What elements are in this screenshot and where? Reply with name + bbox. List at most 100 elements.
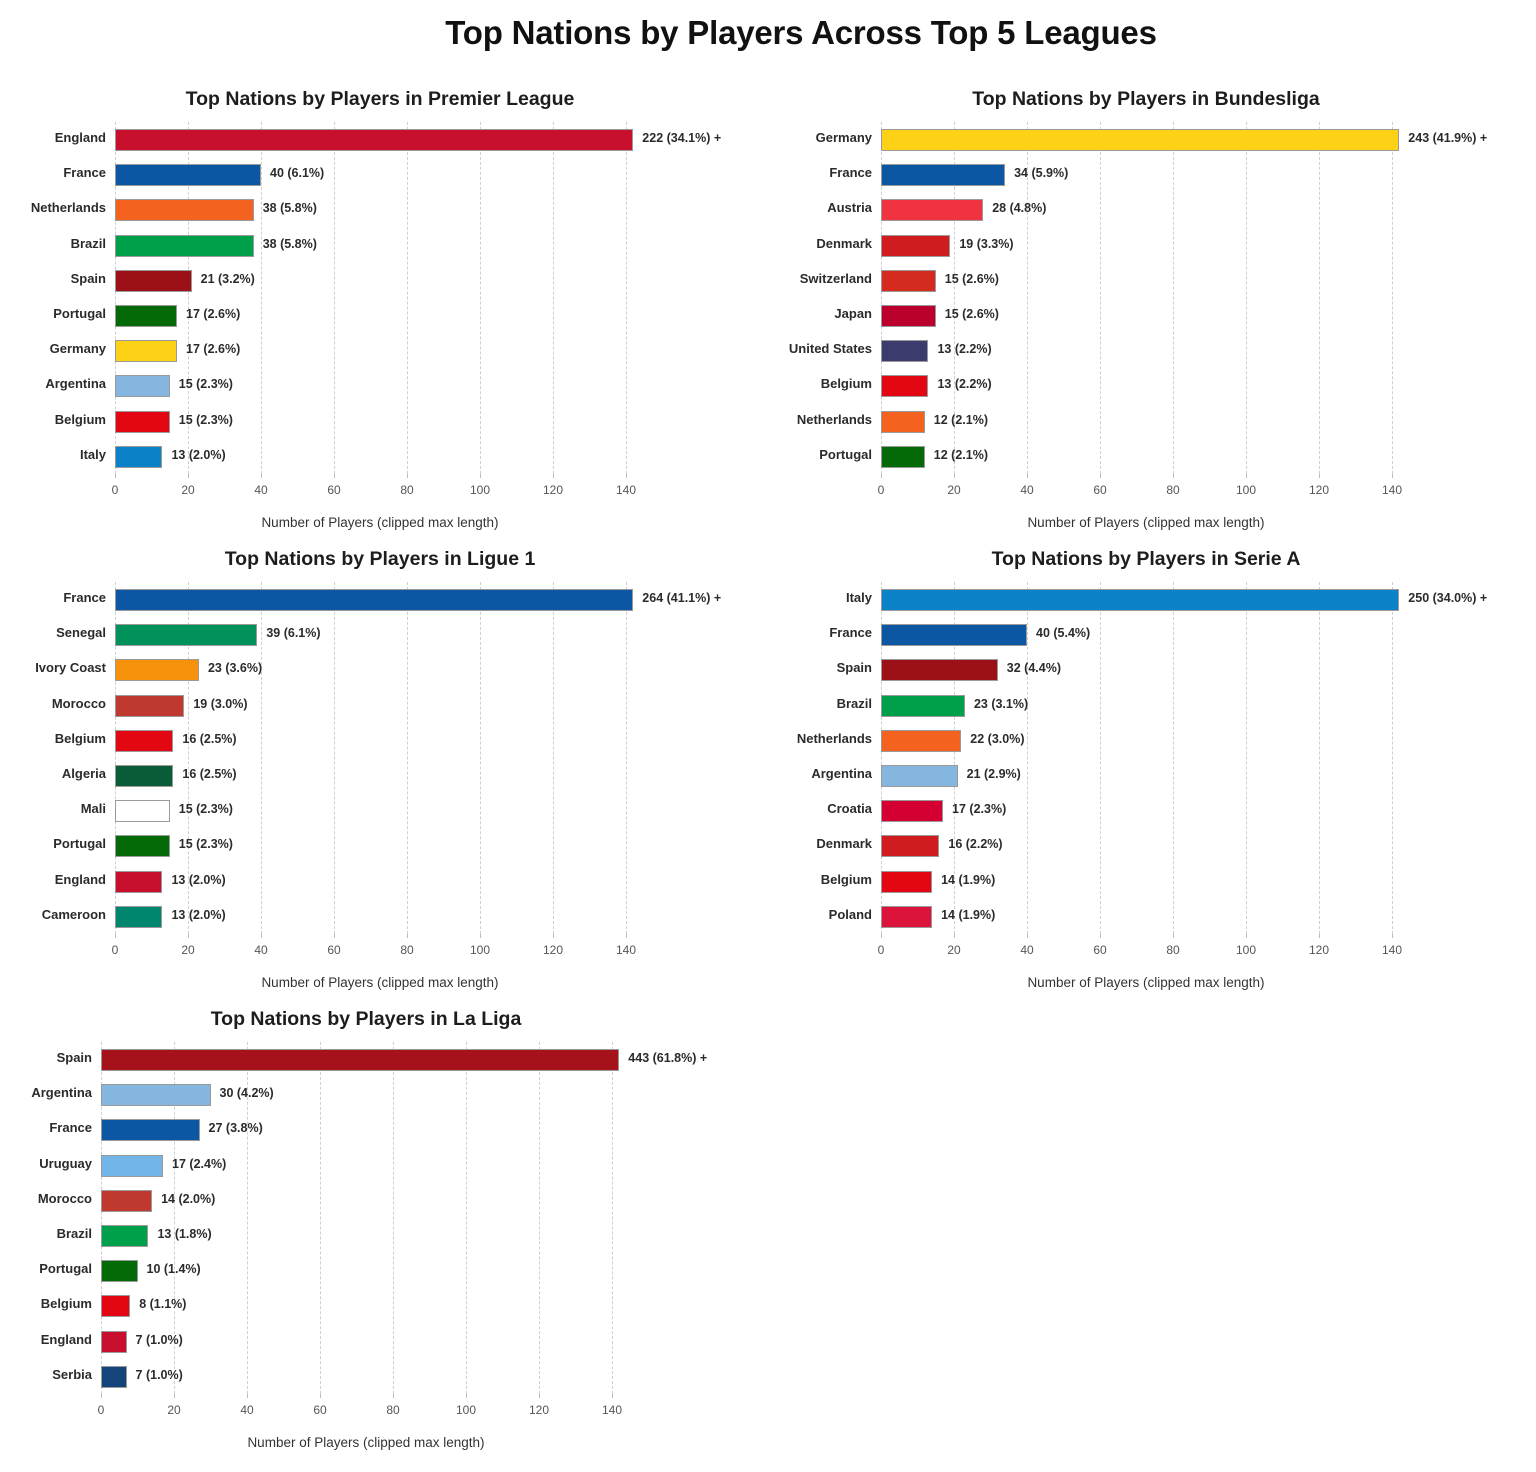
- bar-value-label: 38 (5.8%): [262, 201, 317, 216]
- gridline: [320, 1042, 322, 1394]
- category-label: Uruguay: [39, 1155, 92, 1171]
- gridline: [188, 122, 190, 474]
- bar-row: France 27 (3.8%): [49, 1112, 612, 1147]
- xaxis-label-ligue-1: Number of Players (clipped max length): [261, 975, 499, 990]
- bar: [115, 234, 254, 257]
- bar-row: Algeria 16 (2.5%): [62, 758, 626, 793]
- category-label: Austria: [827, 200, 872, 216]
- bar: [881, 694, 965, 717]
- bar-row: Argentina 15 (2.3%): [45, 368, 626, 403]
- bar-value-label: 30 (4.2%): [219, 1086, 274, 1101]
- bar: [881, 835, 940, 858]
- category-label: Netherlands: [796, 411, 872, 427]
- chart-panel-premier-league: Top Nations by Players in Premier League…: [0, 82, 760, 542]
- gridline: [539, 1042, 541, 1394]
- gridline: [334, 122, 336, 474]
- tick-label: 60: [1093, 483, 1107, 497]
- category-label: Germany: [815, 130, 872, 145]
- bar: [101, 1330, 127, 1353]
- category-label: Netherlands: [796, 730, 872, 746]
- tick-mark: [174, 1394, 175, 1398]
- tick-mark: [1392, 934, 1393, 938]
- tick-label: 140: [615, 943, 637, 957]
- axes-premier-league: England 222 (34.1%) + France 40 (6.1%) Nethe…: [31, 122, 721, 474]
- gridline: [407, 582, 409, 934]
- panel-title-serie-a: Top Nations by Players in Serie A: [991, 548, 1301, 570]
- tick-label: 20: [181, 483, 195, 497]
- bar-value-label: 7 (1.0%): [135, 1367, 183, 1382]
- category-label: Belgium: [54, 411, 106, 427]
- bar-row: England 13 (2.0%): [55, 864, 626, 899]
- bar-row: Spain 21 (3.2%): [71, 263, 626, 298]
- bar-value-label: 250 (34.0%) +: [1408, 591, 1488, 605]
- tick-label: 60: [1093, 943, 1107, 957]
- tick-label: 120: [542, 943, 564, 957]
- bar-value-label: 15 (2.3%): [178, 412, 233, 427]
- bar-row: Cameroon 13 (2.0%): [42, 899, 626, 934]
- bar-value-label: 28 (4.8%): [992, 201, 1047, 216]
- plot-area-la-liga: Spain 443 (61.8%) + Argentina 30 (4.2%) Fran…: [0, 1042, 746, 1450]
- gridline: [881, 122, 883, 474]
- plot-area-bundesliga: Germany 243 (41.9%) + France 34 (5.9%) Austr…: [766, 122, 1526, 530]
- bar-value-label: 23 (3.1%): [973, 696, 1029, 711]
- bar-row: Belgium 16 (2.5%): [55, 723, 626, 758]
- tick-mark: [539, 1394, 540, 1398]
- gridline: [480, 582, 482, 934]
- gridline: [626, 122, 628, 474]
- bar-row: Denmark 19 (3.3%): [816, 228, 1392, 263]
- tick-label: 120: [1308, 943, 1330, 957]
- tick-mark: [1392, 474, 1393, 478]
- bar-value-label: 15 (2.3%): [178, 837, 233, 852]
- bar: [115, 835, 170, 858]
- axes-la-liga: Spain 443 (61.8%) + Argentina 30 (4.2%) Fran…: [31, 1042, 707, 1394]
- bar: [101, 1189, 153, 1212]
- tick-mark: [480, 934, 481, 938]
- bar-value-label: 17 (2.6%): [186, 342, 241, 357]
- bar: [115, 199, 254, 222]
- gridline: [480, 122, 482, 474]
- bar-row: Uruguay 17 (2.4%): [39, 1148, 612, 1183]
- bar-value-label: 12 (2.1%): [933, 412, 988, 427]
- tick-mark: [101, 1394, 102, 1398]
- gridline: [612, 1042, 614, 1394]
- tick-label: 140: [615, 483, 637, 497]
- category-label: Portugal: [819, 446, 872, 462]
- xaxis-ticks-ligue-1: 0 20 40 60 80 100 120 140: [112, 934, 636, 974]
- bar-row: Netherlands 22 (3.0%): [797, 723, 1392, 758]
- tick-mark: [393, 1394, 394, 1398]
- tick-label: 0: [877, 483, 885, 497]
- tick-mark: [626, 934, 627, 938]
- category-label: Ivory Coast: [35, 660, 106, 676]
- axes-bundesliga: Germany 243 (41.9%) + France 34 (5.9%) Austr…: [789, 122, 1487, 474]
- bar: [115, 305, 178, 327]
- panel-title-bundesliga: Top Nations by Players in Bundesliga: [972, 88, 1320, 110]
- bar-value-label: 8 (1.1%): [139, 1297, 187, 1312]
- panel-title-ligue-1: Top Nations by Players in Ligue 1: [224, 548, 536, 570]
- category-label: England: [40, 1331, 92, 1347]
- gridline: [101, 1042, 103, 1394]
- bar: [115, 164, 261, 187]
- bar-row: Belgium 15 (2.3%): [55, 404, 626, 439]
- bar: [115, 375, 170, 398]
- tick-label: 0: [97, 1403, 105, 1417]
- gridline: [334, 582, 336, 934]
- tick-mark: [954, 474, 955, 478]
- tick-mark: [881, 474, 882, 478]
- bar: [115, 870, 163, 893]
- bar-row: Poland 14 (1.9%): [829, 899, 1392, 934]
- plot-area-ligue-1: France 264 (41.1%) + Senegal 39 (6.1%) Ivory…: [0, 582, 760, 990]
- tick-label: 20: [181, 943, 195, 957]
- tick-label: 40: [1020, 483, 1034, 497]
- figure-title: Top Nations by Players Across Top 5 Leag…: [445, 14, 1157, 51]
- gridline: [407, 122, 409, 474]
- bar-value-label: 40 (5.4%): [1036, 626, 1091, 641]
- bar-value-label: 13 (2.2%): [937, 377, 992, 392]
- bar-value-label: 13 (1.8%): [157, 1227, 212, 1241]
- category-label: Portugal: [39, 1261, 92, 1277]
- category-label: Belgium: [54, 730, 106, 746]
- bar: [101, 1260, 138, 1283]
- tick-label: 0: [111, 483, 119, 497]
- category-label: Japan: [834, 306, 872, 321]
- bar: [881, 589, 1400, 611]
- tick-mark: [188, 934, 189, 938]
